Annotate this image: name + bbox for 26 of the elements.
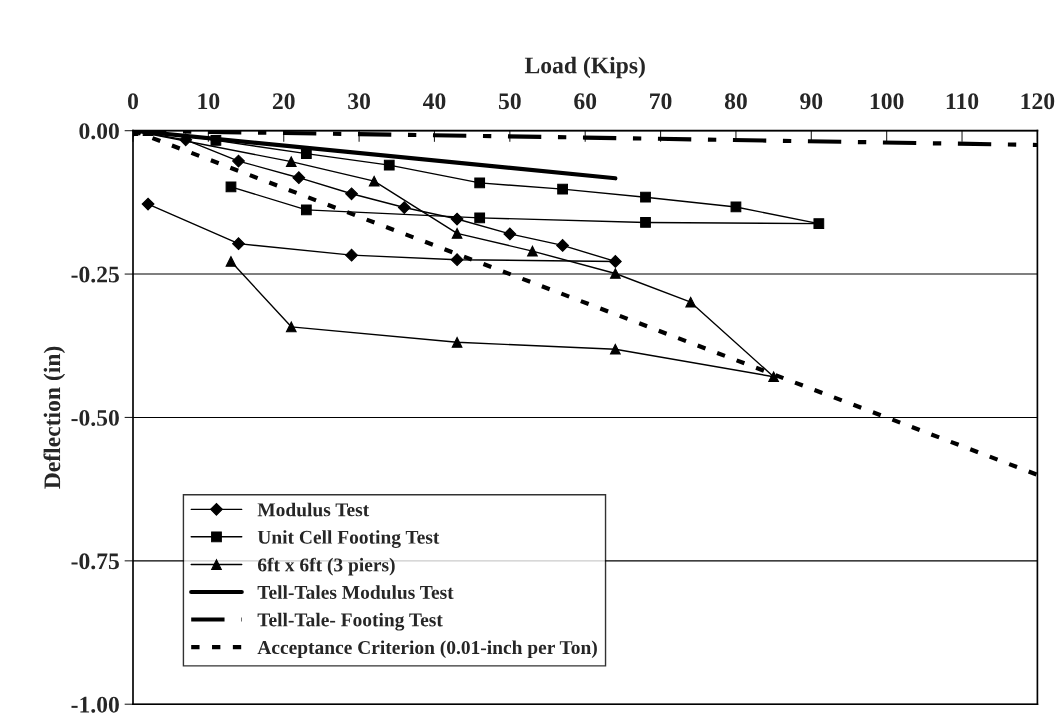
x-tick-label: 10 [198,93,220,110]
x-tick-label: 60 [574,93,597,110]
y-tick-label: -0.25 [71,266,119,283]
legend-label: Tell-Tales Modulus Test [257,585,454,600]
y-tick-label: -1.00 [71,696,119,713]
legend-label: Tell-Tale- Footing Test [257,612,443,631]
y-tick-label: 0.00 [79,123,119,140]
x-axis-title: Load (Kips) [524,56,645,79]
legend-label: Modulus Test [257,502,370,517]
x-tick-label: 40 [422,93,446,110]
x-tick-label: 110 [946,93,979,110]
x-tick-label: 50 [498,93,521,110]
x-tick-label: 20 [272,93,295,110]
legend-label: Acceptance Criterion (0.01-inch per Ton) [257,640,597,659]
y-axis-title: Deflection (in) [43,346,66,489]
x-tick-label: 0 [128,93,138,110]
x-tick-label: 80 [724,93,747,110]
x-tick-label: 70 [650,93,672,110]
x-tick-label: 30 [348,93,371,110]
legend-label: Unit Cell Footing Test [257,530,440,548]
y-tick-label: -0.75 [71,553,119,570]
x-tick-label: 90 [800,93,823,110]
x-tick-label: 120 [1021,93,1055,110]
y-tick-label: -0.50 [71,409,119,426]
x-tick-label: 100 [870,93,904,110]
legend-label: 6ft x 6ft (3 piers) [257,557,395,576]
